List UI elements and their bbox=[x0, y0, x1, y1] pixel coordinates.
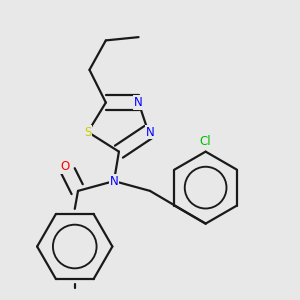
Text: N: N bbox=[110, 175, 118, 188]
Text: O: O bbox=[60, 160, 70, 173]
Text: N: N bbox=[146, 125, 154, 139]
Text: N: N bbox=[134, 96, 143, 109]
Text: Cl: Cl bbox=[200, 135, 212, 148]
Text: S: S bbox=[84, 125, 92, 139]
